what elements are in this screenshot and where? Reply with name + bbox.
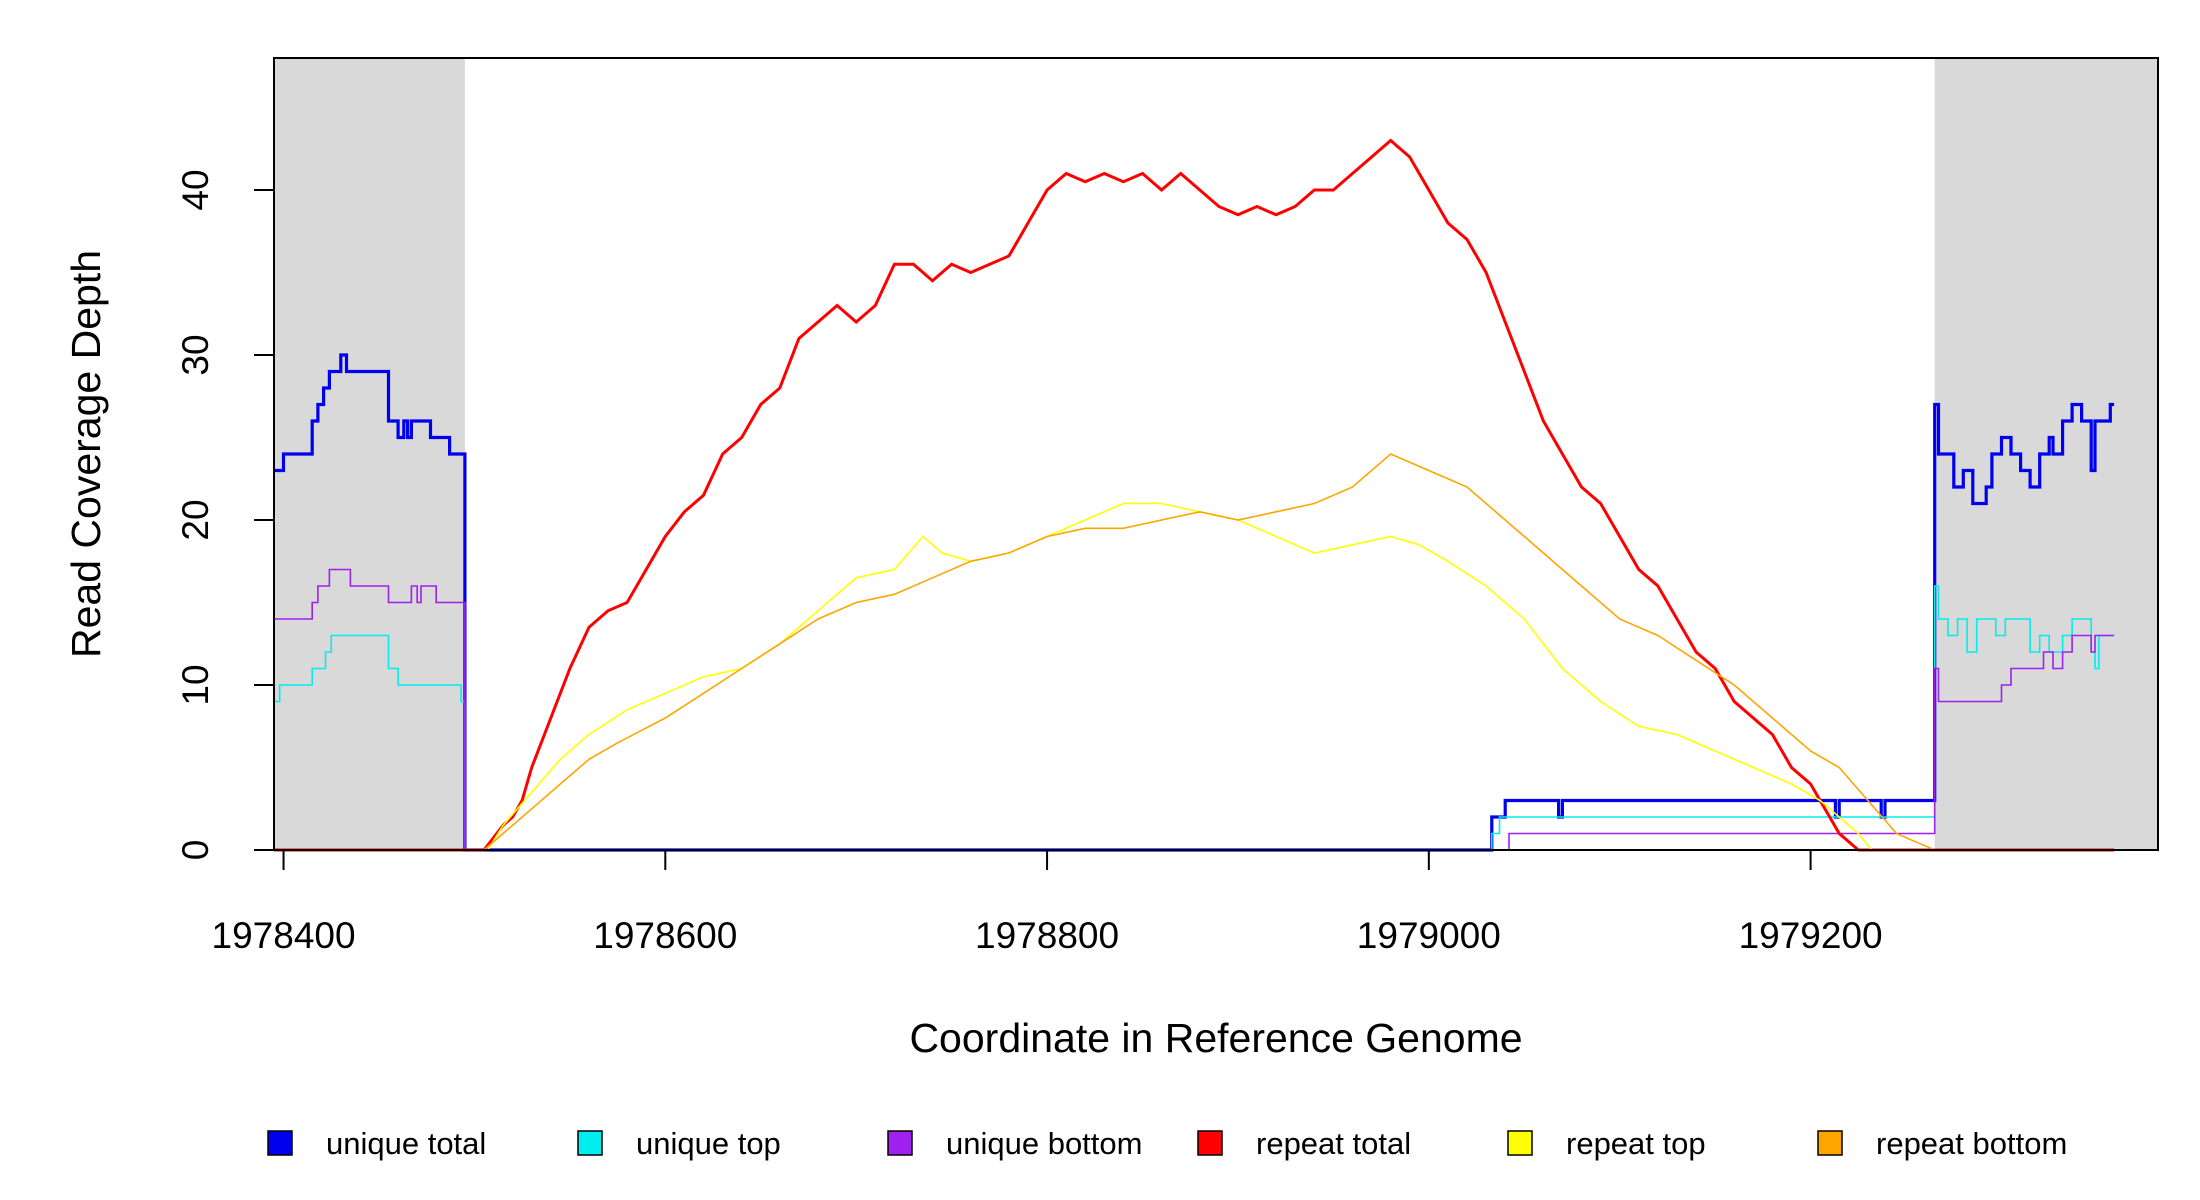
series-line-repeat-total [274,138,2115,852]
shaded-regions [274,58,2158,850]
series-line-unique-bottom [274,568,2115,851]
legend-swatch [1507,1130,1533,1156]
x-tick-label: 1979200 [1739,915,1883,956]
legend-label: unique top [636,1126,781,1161]
legend-swatch [267,1130,293,1156]
legend-label: unique total [326,1126,486,1161]
x-axis: 1978400 1978600 1978800 1979000 1979200 [212,849,1883,956]
x-tick-label: 1978600 [593,915,737,956]
plot-frame [273,57,2159,851]
legend-label: unique bottom [946,1126,1142,1161]
series-lines [274,138,2115,852]
series-line-repeat-bottom [274,453,2115,851]
y-tick-label: 0 [175,840,216,861]
legend-label: repeat total [1256,1126,1411,1161]
legend-swatch [1197,1130,1223,1156]
y-tick-label: 30 [175,334,216,375]
y-tick-label: 10 [175,664,216,705]
y-axis-title: Read Coverage Depth [63,250,109,658]
legend-label: repeat bottom [1876,1126,2067,1161]
y-tick-label: 40 [175,169,216,210]
legend-swatch [887,1130,913,1156]
series-line-repeat-top [274,502,2115,851]
series-line-unique-top [274,585,2115,851]
y-axis: 0 10 20 30 40 [175,169,275,861]
legend-label: repeat top [1566,1126,1706,1161]
legend: unique total unique top unique bottom repea… [267,1126,2067,1161]
legend-swatch [1817,1130,1843,1156]
legend-swatch [577,1130,603,1156]
series-line-unique-total [274,353,2115,852]
x-tick-label: 1979000 [1357,915,1501,956]
x-axis-title: Coordinate in Reference Genome [909,1015,1522,1061]
x-tick-label: 1978400 [212,915,356,956]
x-tick-label: 1978800 [975,915,1119,956]
y-tick-label: 20 [175,499,216,540]
